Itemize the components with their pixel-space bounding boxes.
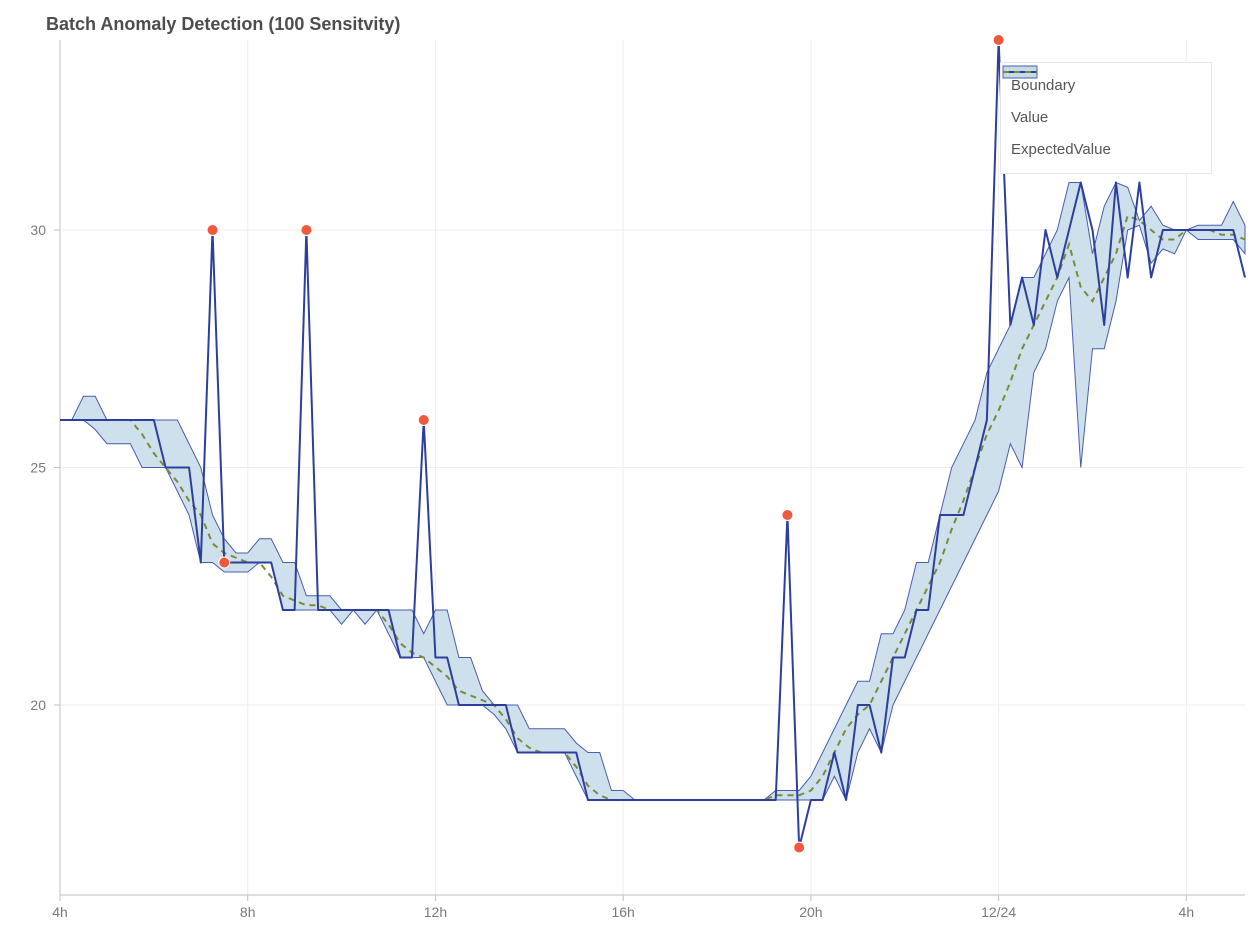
x-tick-label: 12h — [424, 904, 447, 920]
anomaly-point — [993, 35, 1004, 46]
x-tick-label: 8h — [240, 904, 256, 920]
x-tick-label: 4h — [1179, 904, 1195, 920]
anomaly-point — [219, 557, 230, 568]
legend-item[interactable]: Boundary — [1011, 69, 1201, 101]
legend: Boundary Value ExpectedValue — [1000, 62, 1212, 174]
y-tick-label: 20 — [30, 697, 46, 713]
x-tick-label: 16h — [611, 904, 634, 920]
legend-swatch — [1001, 63, 1039, 81]
y-tick-label: 30 — [30, 222, 46, 238]
legend-item[interactable]: Value — [1011, 101, 1201, 133]
legend-label: ExpectedValue — [1011, 141, 1111, 158]
legend-item[interactable]: ExpectedValue — [1011, 133, 1201, 165]
anomaly-point — [418, 415, 429, 426]
y-tick-label: 25 — [30, 460, 46, 476]
anomaly-point — [794, 842, 805, 853]
chart-container: Batch Anomaly Detection (100 Sensitvity)… — [0, 0, 1250, 937]
anomaly-point — [207, 225, 218, 236]
anomaly-point — [301, 225, 312, 236]
anomaly-point — [782, 510, 793, 521]
x-tick-label: 20h — [799, 904, 822, 920]
legend-label: Value — [1011, 109, 1048, 126]
x-tick-label: 12/24 — [981, 904, 1016, 920]
x-tick-label: 4h — [52, 904, 68, 920]
